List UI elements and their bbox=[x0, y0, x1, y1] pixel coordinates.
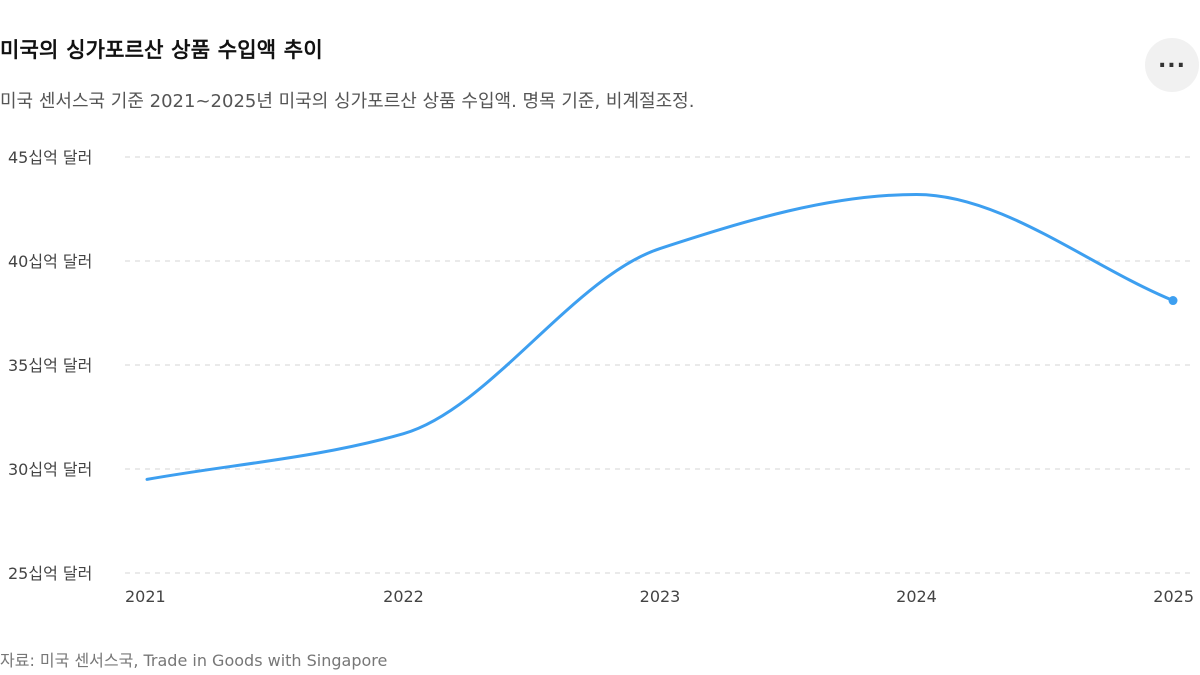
series-line-0 bbox=[145, 192, 1175, 481]
more-options-button[interactable]: ... bbox=[1145, 38, 1199, 92]
x-tick-label-2021: 2021 bbox=[125, 587, 166, 606]
source-note: 자료: 미국 센서스국, Trade in Goods with Singapo… bbox=[0, 651, 388, 670]
chart-title: 미국의 싱가포르산 상품 수입액 추이 bbox=[0, 38, 323, 62]
line-chart: 25십억 달러 30십억 달러 35십억 달러 40십억 달러 45십억 달러 2021… bbox=[8, 148, 1194, 606]
x-tick-label-2022: 2022 bbox=[383, 587, 424, 606]
y-axis-tick-labels: 25십억 달러 30십억 달러 35십억 달러 40십억 달러 45십억 달러 bbox=[8, 148, 92, 583]
chart-subtitle: 미국 센서스국 기준 2021~2025년 미국의 싱가포르산 상품 수입액. … bbox=[0, 91, 695, 112]
y-tick-label-35: 35십억 달러 bbox=[8, 356, 92, 375]
y-tick-label-25: 25십억 달러 bbox=[8, 564, 92, 583]
x-axis-tick-labels: 2021 2022 2023 2024 2025 bbox=[125, 587, 1194, 606]
series-layer bbox=[145, 192, 1178, 481]
x-tick-label-2024: 2024 bbox=[896, 587, 937, 606]
data-point-2025[interactable] bbox=[1168, 296, 1178, 306]
y-tick-label-40: 40십억 달러 bbox=[8, 252, 92, 271]
y-gridlines bbox=[125, 156, 1192, 574]
y-tick-label-45: 45십억 달러 bbox=[8, 148, 92, 167]
y-tick-label-30: 30십억 달러 bbox=[8, 460, 92, 479]
x-tick-label-2023: 2023 bbox=[640, 587, 681, 606]
x-tick-label-2025: 2025 bbox=[1153, 587, 1194, 606]
